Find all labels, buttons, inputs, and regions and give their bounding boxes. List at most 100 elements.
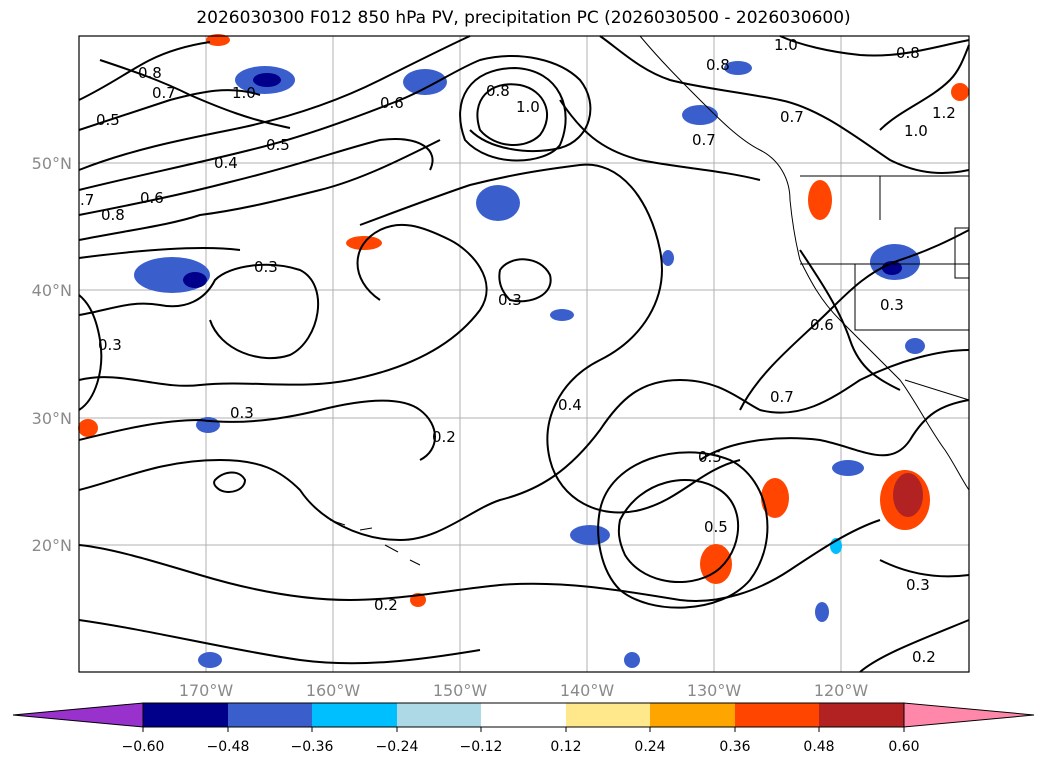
- lat-label-50n: 50°N: [32, 154, 72, 173]
- contour-label: 0.8: [896, 44, 920, 62]
- gridlines: [79, 36, 969, 672]
- colorbar-tick-label: −0.48: [207, 739, 250, 755]
- contour-label: 0.7: [770, 388, 794, 406]
- pv-contour: [617, 479, 739, 583]
- colorbar-ticks: [142, 727, 905, 732]
- contour-label: 0.6: [810, 316, 834, 334]
- pv-contour: [213, 471, 247, 493]
- contour-label: 1.0: [516, 98, 540, 116]
- pv-contour: [78, 35, 471, 171]
- pv-contour: [78, 89, 261, 131]
- colorbar-segment: [312, 703, 397, 727]
- pv-contour: [739, 229, 970, 411]
- contour-label: 0.6: [140, 189, 164, 207]
- colorbar-tick-label: −0.12: [460, 739, 503, 755]
- precip-blob: [253, 73, 281, 87]
- pv-contour: [498, 258, 552, 303]
- pv-contour: [78, 138, 434, 216]
- map-border: [78, 35, 970, 673]
- colorbar-segment: [228, 703, 312, 727]
- precip-blob: [476, 185, 520, 221]
- precip-blob: [624, 652, 640, 668]
- colorbar-frame: [142, 702, 905, 728]
- contour-label: 0.3: [498, 291, 522, 309]
- precip-blob: [78, 419, 98, 437]
- colorbar-tick-label: −0.24: [376, 739, 419, 755]
- contour-label: 0.8: [138, 64, 162, 82]
- contour-label: 0.7: [692, 131, 716, 149]
- lat-label-20n: 20°N: [32, 536, 72, 555]
- pv-contour: [78, 41, 211, 101]
- contour-label: 0.4: [558, 396, 582, 414]
- contour-label: 0.8: [101, 206, 125, 224]
- lon-label-170w: 170°W: [179, 681, 234, 700]
- pv-contours: [78, 35, 970, 673]
- contour-label: 0.2: [912, 648, 936, 666]
- pv-contour: [859, 619, 970, 673]
- precip-blob: [893, 473, 923, 517]
- coastline: [639, 35, 970, 491]
- precip-blob: [832, 460, 864, 476]
- colorbar-segment: [397, 703, 481, 727]
- contour-labels: 0.8 0.7 0.5 1.0 0.5 0.8 1.0 0.4 0.6 0.8 …: [80, 36, 956, 666]
- lon-label-130w: 130°W: [687, 681, 742, 700]
- precip-blob: [183, 272, 207, 288]
- pv-contour: [78, 519, 881, 602]
- map-area: 0.8 0.7 0.5 1.0 0.5 0.8 1.0 0.4 0.6 0.8 …: [78, 34, 970, 673]
- contour-label: 0.2: [374, 596, 398, 614]
- island-chain: [329, 519, 421, 566]
- pv-contour: [78, 399, 436, 461]
- contour-label: 0.3: [230, 404, 254, 422]
- contour-label: 1.0: [904, 122, 928, 140]
- contour-label: 0.4: [214, 154, 238, 172]
- lat-labels: 50°N 40°N 30°N 20°N: [32, 154, 72, 555]
- colorbar-tick-label: 0.24: [634, 739, 665, 755]
- contour-label: 0.8: [706, 56, 730, 74]
- colorbar-segment: [143, 703, 228, 727]
- colorbar-segment: [566, 703, 650, 727]
- colorbar-tick-label: 0.60: [888, 739, 919, 755]
- lon-label-160w: 160°W: [306, 681, 361, 700]
- colorbar-segment: [735, 703, 819, 727]
- colorbar-tick-label: −0.60: [122, 739, 165, 755]
- border-line: [904, 379, 970, 401]
- pv-contour: [78, 619, 481, 665]
- precip-blob: [682, 105, 718, 125]
- contour-label: 0.3: [254, 258, 278, 276]
- pv-contour: [78, 247, 241, 259]
- contour-label: 0.3: [880, 296, 904, 314]
- map-title: 2026030300 F012 850 hPa PV, precipitatio…: [196, 8, 851, 28]
- contour-label: .7: [80, 191, 94, 209]
- pv-contour: [879, 44, 970, 131]
- pv-contour: [78, 55, 592, 191]
- precip-blob: [951, 83, 969, 101]
- colorbar-segment: [481, 703, 566, 727]
- colorbar-segment: [650, 703, 735, 727]
- pv-contour: [476, 83, 549, 147]
- contour-label: 0.5: [96, 111, 120, 129]
- precip-blob: [570, 525, 610, 545]
- colorbar-tick-label: 0.36: [719, 739, 750, 755]
- pv-contour: [879, 559, 970, 578]
- contour-label: 1.0: [774, 36, 798, 54]
- colorbar-tick-label: 0.48: [803, 739, 834, 755]
- contour-label: 0.6: [380, 94, 404, 112]
- precip-blob: [403, 69, 447, 95]
- colorbar-extend-low: [12, 702, 144, 728]
- precip-blob: [761, 478, 789, 518]
- contour-label: 1.0: [232, 84, 256, 102]
- border-line: [854, 264, 969, 331]
- contour-label: 0.5: [704, 518, 728, 536]
- pv-contour: [699, 399, 970, 461]
- precip-blob: [724, 61, 752, 75]
- pv-contour: [779, 35, 970, 57]
- pv-contour: [78, 294, 103, 411]
- pv-contour: [599, 35, 970, 174]
- precip-blob: [550, 309, 574, 321]
- contour-label: 0.2: [432, 428, 456, 446]
- pv-contour: [78, 263, 320, 360]
- pv-contour: [359, 163, 741, 514]
- contour-label: 0.3: [906, 576, 930, 594]
- precip-shading: [78, 34, 969, 668]
